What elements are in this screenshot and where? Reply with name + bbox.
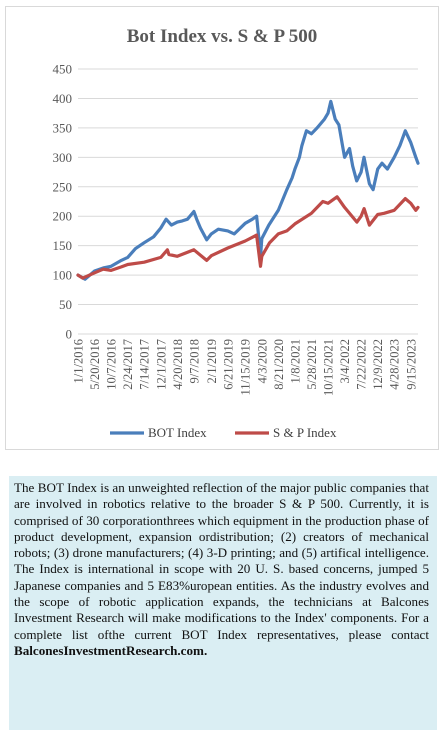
y-tick-label: 300: [53, 150, 73, 165]
y-tick-label: 400: [53, 91, 73, 106]
x-tick-label: 5/28/2021: [305, 339, 319, 390]
line-chart: Bot Index vs. S & P 500 0 50 100 150 200 250 30…: [53, 26, 420, 440]
description-text: The BOT Index is an unweighted reflectio…: [14, 480, 429, 642]
x-tick-label: 12/9/2022: [371, 339, 385, 390]
chart-title: Bot Index vs. S & P 500: [127, 26, 318, 47]
x-tick-label: 6/21/2019: [221, 339, 235, 390]
x-tick-label: 9/15/2023: [404, 339, 418, 390]
y-tick-label: 200: [53, 209, 73, 224]
x-tick-label: 12/1/2017: [154, 339, 168, 390]
legend-label-sp-index: S & P Index: [273, 425, 337, 440]
x-tick-label: 10/15/2021: [322, 339, 336, 396]
x-tick-label: 4/28/2023: [388, 339, 402, 390]
x-tick-label: 1/8/2021: [288, 339, 302, 383]
y-tick-label: 0: [66, 327, 73, 342]
x-tick-label: 2/24/2017: [121, 339, 135, 390]
x-tick-label: 2/1/2019: [205, 339, 219, 383]
series-line-sp-index: [76, 195, 420, 280]
x-tick-label: 5/20/2016: [88, 339, 102, 390]
x-tick-label: 4/3/2020: [255, 339, 269, 383]
x-tick-label: 8/21/2020: [272, 339, 286, 390]
x-tick-label: 7/22/2022: [355, 339, 369, 390]
series-line-bot-index: [76, 99, 420, 281]
x-tick-label: 10/7/2016: [105, 339, 119, 390]
x-tick-label: 11/15/2019: [239, 339, 253, 395]
x-tick-label: 3/4/2022: [338, 339, 352, 383]
y-tick-label: 450: [53, 62, 73, 77]
y-tick-label: 100: [53, 268, 73, 283]
description-box: The BOT Index is an unweighted reflectio…: [9, 476, 437, 730]
y-tick-label: 50: [59, 297, 72, 312]
y-tick-label: 150: [53, 238, 73, 253]
contact-link[interactable]: BalconesInvestmentResearch.com.: [14, 642, 208, 658]
chart-panel: Bot Index vs. S & P 500 0 50 100 150 200 250 30…: [5, 6, 439, 450]
legend-label-bot-index: BOT Index: [148, 425, 207, 440]
x-tick-label: 1/1/2016: [72, 339, 86, 383]
x-tick-label: 7/14/2017: [138, 339, 152, 390]
x-tick-label: 9/7/2018: [187, 339, 201, 383]
x-tick-label: 4/20/2018: [171, 339, 185, 390]
y-tick-label: 350: [53, 120, 73, 135]
y-tick-label: 250: [53, 179, 73, 194]
